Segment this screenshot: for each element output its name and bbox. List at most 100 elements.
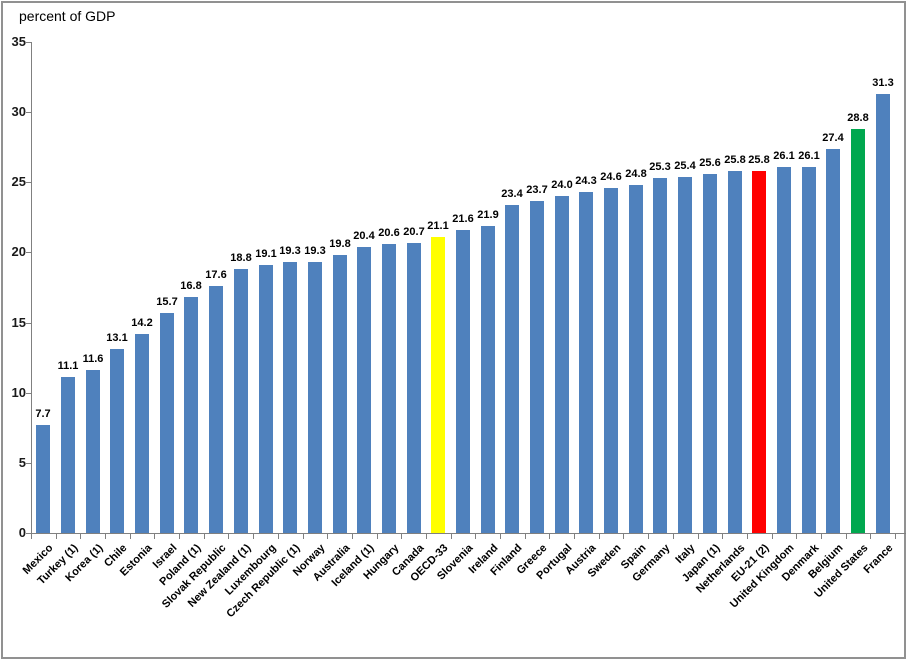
bar — [357, 247, 371, 533]
x-axis-tick — [451, 534, 452, 539]
bar — [234, 269, 248, 533]
bar — [61, 377, 75, 533]
bar-value-label: 14.2 — [131, 317, 153, 329]
y-axis-tick-label: 20 — [11, 244, 26, 259]
x-axis-tick — [895, 534, 896, 539]
bar-value-label: 25.4 — [674, 160, 696, 172]
bar — [308, 262, 322, 533]
bar — [209, 286, 223, 533]
bar — [826, 149, 840, 533]
x-axis-tick — [599, 534, 600, 539]
bar-value-label: 19.3 — [304, 245, 326, 257]
x-axis-tick — [673, 534, 674, 539]
bar — [456, 230, 470, 533]
bar — [678, 177, 692, 533]
x-axis-tick — [31, 534, 32, 539]
bar-value-label: 11.1 — [57, 360, 79, 372]
y-axis-tick-label: 5 — [18, 455, 26, 470]
x-axis-tick — [327, 534, 328, 539]
x-axis-tick — [870, 534, 871, 539]
bar-value-label: 16.8 — [180, 280, 202, 292]
bar-value-label: 24.8 — [625, 168, 647, 180]
bar-value-label: 21.9 — [477, 209, 499, 221]
bar — [160, 313, 174, 533]
x-axis-tick — [401, 534, 402, 539]
bar — [777, 167, 791, 533]
bar-value-label: 19.8 — [329, 238, 351, 250]
x-axis-tick — [475, 534, 476, 539]
x-axis-tick — [179, 534, 180, 539]
x-axis-tick — [377, 534, 378, 539]
y-axis-tick-label: 35 — [11, 34, 26, 49]
bar-value-label: 19.1 — [255, 248, 277, 260]
bar — [703, 174, 717, 533]
y-axis-tick — [26, 112, 31, 113]
x-axis-tick — [648, 534, 649, 539]
bar-value-label: 27.4 — [822, 132, 844, 144]
bar — [579, 192, 593, 533]
x-axis-tick — [846, 534, 847, 539]
x-axis-line — [31, 533, 906, 534]
bar — [382, 244, 396, 533]
x-axis-tick — [747, 534, 748, 539]
y-axis-tick — [26, 533, 31, 534]
bar — [135, 334, 149, 533]
bar — [86, 370, 100, 533]
x-axis-tick — [204, 534, 205, 539]
bar-value-label: 25.8 — [724, 154, 746, 166]
y-axis-tick-label: 10 — [11, 385, 26, 400]
y-axis-tick — [26, 463, 31, 464]
bar — [851, 129, 865, 533]
x-axis-tick — [722, 534, 723, 539]
bar-value-label: 23.4 — [501, 188, 523, 200]
bar-value-label: 7.7 — [35, 408, 51, 420]
y-axis-tick — [26, 393, 31, 394]
x-axis-tick — [772, 534, 773, 539]
bar — [259, 265, 273, 533]
bar-value-label: 11.6 — [82, 353, 104, 365]
bar-value-label: 15.7 — [156, 296, 178, 308]
x-axis-tick — [698, 534, 699, 539]
bar-value-label: 20.7 — [403, 226, 425, 238]
bar — [802, 167, 816, 533]
bar-value-label: 13.1 — [106, 332, 128, 344]
bar — [407, 243, 421, 533]
bar — [481, 226, 495, 533]
y-axis-tick — [26, 42, 31, 43]
bar-value-label: 28.8 — [847, 112, 869, 124]
x-axis-tick — [821, 534, 822, 539]
x-axis-tick — [303, 534, 304, 539]
bar-value-label: 26.1 — [798, 150, 820, 162]
x-axis-tick — [525, 534, 526, 539]
bar — [752, 171, 766, 533]
bar-value-label: 20.4 — [353, 230, 375, 242]
bar-value-label: 26.1 — [773, 150, 795, 162]
bar-value-label: 25.3 — [649, 161, 671, 173]
bar-value-label: 31.3 — [872, 77, 894, 89]
bar-value-label: 24.6 — [600, 171, 622, 183]
bar — [876, 94, 890, 533]
y-axis-tick-label: 15 — [11, 315, 26, 330]
x-axis-tick — [253, 534, 254, 539]
bar — [431, 237, 445, 533]
x-axis-tick — [56, 534, 57, 539]
bar-value-label: 24.0 — [551, 179, 573, 191]
bar-value-label: 20.6 — [378, 227, 400, 239]
x-axis-tick — [278, 534, 279, 539]
x-axis-tick — [80, 534, 81, 539]
y-axis-tick — [26, 323, 31, 324]
y-axis-tick-label: 25 — [11, 174, 26, 189]
bar — [110, 349, 124, 533]
x-axis-tick — [426, 534, 427, 539]
y-axis-tick-label: 0 — [18, 525, 26, 540]
x-axis-tick — [352, 534, 353, 539]
x-axis-tick — [130, 534, 131, 539]
chart-title: percent of GDP — [19, 8, 116, 24]
x-axis-tick — [105, 534, 106, 539]
bar — [36, 425, 50, 533]
bar — [728, 171, 742, 533]
bar — [333, 255, 347, 533]
y-axis-tick — [26, 252, 31, 253]
bar-value-label: 23.7 — [526, 184, 548, 196]
bar-value-label: 21.1 — [427, 220, 449, 232]
